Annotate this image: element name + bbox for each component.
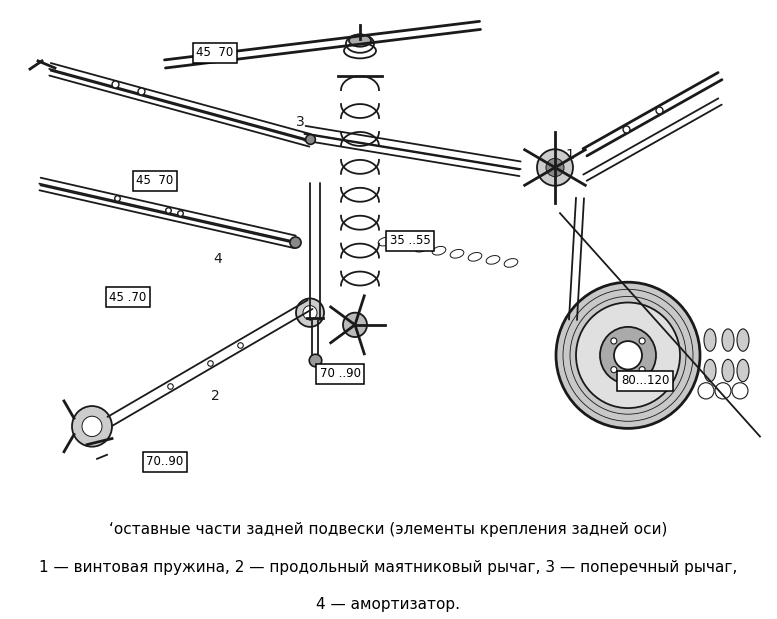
Text: ‘оставные части задней подвески (элементы крепления задней оси): ‘оставные части задней подвески (элемент… [110,522,667,537]
Circle shape [639,366,645,373]
Circle shape [303,306,317,320]
Text: 4 — амортизатор.: 4 — амортизатор. [316,597,461,612]
Ellipse shape [349,35,371,46]
Text: 45  70: 45 70 [137,174,173,187]
Circle shape [600,327,656,384]
Circle shape [732,383,748,399]
Circle shape [72,406,112,447]
Text: 70..90: 70..90 [146,456,183,469]
Circle shape [611,338,617,344]
Text: 80...120: 80...120 [621,374,669,387]
Ellipse shape [722,360,734,382]
Circle shape [556,282,700,428]
Text: 4: 4 [214,252,222,266]
Text: 70 ..90: 70 ..90 [319,367,361,380]
Text: 1 — винтовая пружина, 2 — продольный маятниковый рычаг, 3 — поперечный рычаг,: 1 — винтовая пружина, 2 — продольный мая… [40,560,737,574]
Circle shape [614,341,642,370]
Circle shape [698,383,714,399]
Ellipse shape [704,329,716,351]
Text: 2: 2 [211,389,219,403]
Ellipse shape [737,329,749,351]
Circle shape [576,303,680,408]
Circle shape [639,338,645,344]
Text: 45 .70: 45 .70 [110,291,147,304]
Circle shape [343,313,367,337]
Ellipse shape [722,329,734,351]
Circle shape [546,158,564,176]
Text: 35 ..55: 35 ..55 [389,234,430,247]
Ellipse shape [737,360,749,382]
Circle shape [537,149,573,186]
Text: 3: 3 [295,115,305,129]
Ellipse shape [704,360,716,382]
Circle shape [715,383,731,399]
Text: 1: 1 [566,149,574,162]
Circle shape [82,416,102,436]
Circle shape [611,366,617,373]
Text: 45  70: 45 70 [197,46,234,59]
Circle shape [296,298,324,327]
